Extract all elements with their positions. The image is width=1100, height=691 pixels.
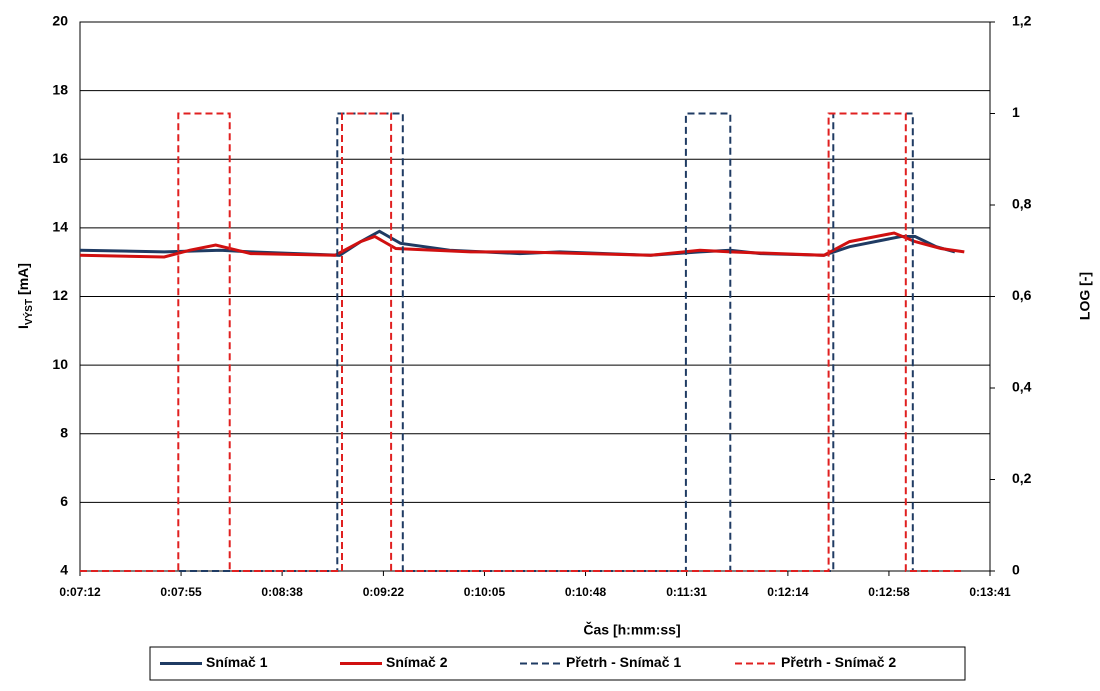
legend-label: Snímač 1: [206, 654, 268, 670]
y2-tick-label: 0,4: [1012, 379, 1032, 395]
y2-tick-label: 0,8: [1012, 196, 1032, 212]
x-tick-label: 0:11:31: [666, 585, 707, 599]
y2-tick-label: 0,6: [1012, 287, 1032, 303]
x-tick-label: 0:09:22: [363, 585, 405, 599]
y2-tick-label: 1,2: [1012, 13, 1032, 29]
x-tick-label: 0:07:55: [160, 585, 202, 599]
y2-tick-label: 0: [1012, 562, 1020, 578]
x-tick-label: 0:12:14: [767, 585, 809, 599]
x-tick-label: 0:08:38: [261, 585, 303, 599]
y-tick-label: 16: [52, 150, 68, 166]
y-tick-label: 18: [52, 81, 68, 97]
y-tick-label: 4: [60, 562, 68, 578]
legend-label: Přetrh - Snímač 1: [566, 654, 681, 670]
x-tick-label: 0:12:58: [868, 585, 910, 599]
y-tick-label: 6: [60, 493, 68, 509]
y-tick-label: 14: [52, 219, 68, 235]
y-axis-label-sub: VÝST: [22, 299, 35, 325]
y-tick-label: 10: [52, 356, 68, 372]
x-axis-label: Čas [h:mm:ss]: [583, 621, 680, 638]
x-tick-label: 0:10:05: [464, 585, 506, 599]
x-tick-label: 0:13:41: [969, 585, 1011, 599]
y-tick-label: 12: [52, 287, 68, 303]
y-tick-label: 20: [52, 13, 68, 29]
legend-label: Přetrh - Snímač 2: [781, 654, 896, 670]
y-tick-label: 8: [60, 424, 68, 440]
legend-label: Snímač 2: [386, 654, 448, 670]
series-line: [80, 112, 965, 572]
y-axis-label-unit: [mA]: [15, 263, 31, 295]
x-tick-label: 0:10:48: [565, 585, 607, 599]
y2-tick-label: 1: [1012, 104, 1020, 120]
y2-axis-label: LOG [-]: [1077, 272, 1093, 320]
y-axis-label-main: I: [15, 325, 31, 329]
y2-tick-label: 0,2: [1012, 470, 1032, 486]
series-line: [79, 231, 965, 259]
x-tick-label: 0:07:12: [59, 585, 101, 599]
legend-box: [149, 646, 966, 681]
y-axis-label: IVÝST [mA]: [15, 263, 35, 329]
